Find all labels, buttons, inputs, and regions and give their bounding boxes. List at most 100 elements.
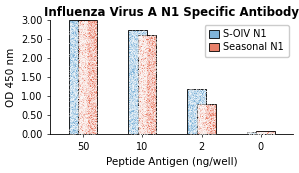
Point xyxy=(142,73,147,76)
Point xyxy=(130,84,135,87)
Point xyxy=(140,108,145,110)
Point xyxy=(202,116,207,119)
Point xyxy=(84,84,89,87)
Point xyxy=(79,54,84,57)
Point xyxy=(74,65,79,67)
Point xyxy=(73,92,78,95)
Point xyxy=(140,30,144,33)
Point xyxy=(212,107,217,110)
Point xyxy=(94,54,98,57)
Point xyxy=(93,131,97,134)
Point xyxy=(79,66,84,69)
Point xyxy=(93,69,98,72)
Point xyxy=(91,54,96,56)
Point xyxy=(80,104,85,107)
Point xyxy=(191,106,196,109)
Point xyxy=(85,111,89,114)
Point xyxy=(86,42,91,44)
Point xyxy=(79,54,83,57)
Point xyxy=(137,95,142,98)
Point xyxy=(149,49,154,52)
Point xyxy=(79,40,84,43)
Point xyxy=(145,111,150,114)
Point xyxy=(85,95,90,98)
Point xyxy=(78,35,83,38)
Point xyxy=(81,40,86,42)
Point xyxy=(197,100,202,103)
Point xyxy=(135,96,140,99)
Point xyxy=(153,111,158,113)
Point xyxy=(146,72,151,75)
Point xyxy=(90,110,94,113)
Point xyxy=(130,88,135,90)
Point xyxy=(82,88,86,91)
Point xyxy=(77,55,82,58)
Point xyxy=(84,37,89,40)
Point xyxy=(139,46,144,49)
Point xyxy=(82,83,86,86)
Point xyxy=(146,70,151,72)
Point xyxy=(139,69,144,72)
Point xyxy=(134,111,139,113)
Point xyxy=(130,70,135,73)
Point xyxy=(145,51,150,54)
Point xyxy=(141,129,145,132)
Point xyxy=(144,92,149,95)
Point xyxy=(135,93,140,96)
Point xyxy=(82,83,87,86)
Point xyxy=(136,72,141,75)
Point xyxy=(128,131,132,134)
Point xyxy=(127,68,132,71)
Point xyxy=(73,36,77,39)
Point xyxy=(89,80,93,83)
Point xyxy=(83,120,88,123)
Point xyxy=(86,44,90,46)
Point xyxy=(141,83,146,86)
Point xyxy=(81,34,86,37)
Point xyxy=(147,75,152,78)
Point xyxy=(86,36,90,39)
Point xyxy=(141,45,145,47)
Point xyxy=(152,82,157,85)
Point xyxy=(73,96,77,98)
Point xyxy=(77,130,82,133)
Point xyxy=(136,83,141,86)
Point xyxy=(150,129,155,132)
Point xyxy=(207,118,212,121)
Point xyxy=(141,69,146,72)
Point xyxy=(67,95,72,98)
Point xyxy=(144,120,149,123)
Point xyxy=(77,102,82,105)
Point xyxy=(77,36,82,39)
Point xyxy=(203,114,208,116)
Point xyxy=(143,109,147,112)
Point xyxy=(203,119,208,122)
Point xyxy=(130,130,135,133)
Point xyxy=(137,97,142,99)
Point xyxy=(89,117,94,120)
Point xyxy=(70,128,75,131)
Point xyxy=(93,124,97,127)
Point xyxy=(152,130,157,133)
Point xyxy=(77,119,82,122)
Point xyxy=(73,51,78,54)
Point xyxy=(88,109,92,112)
Point xyxy=(153,84,158,86)
Point xyxy=(198,106,202,108)
Point xyxy=(84,112,89,115)
Point xyxy=(192,120,197,123)
Point xyxy=(139,49,144,52)
Point xyxy=(72,95,77,98)
Point xyxy=(87,30,92,33)
Point xyxy=(87,109,92,112)
Point xyxy=(86,50,91,53)
Point xyxy=(196,89,201,92)
Point xyxy=(133,44,138,47)
Point xyxy=(73,113,78,116)
Point xyxy=(133,31,138,34)
Point xyxy=(78,79,83,82)
Point xyxy=(195,96,199,99)
Point xyxy=(135,115,139,118)
Point xyxy=(68,52,73,55)
Point xyxy=(144,119,149,121)
